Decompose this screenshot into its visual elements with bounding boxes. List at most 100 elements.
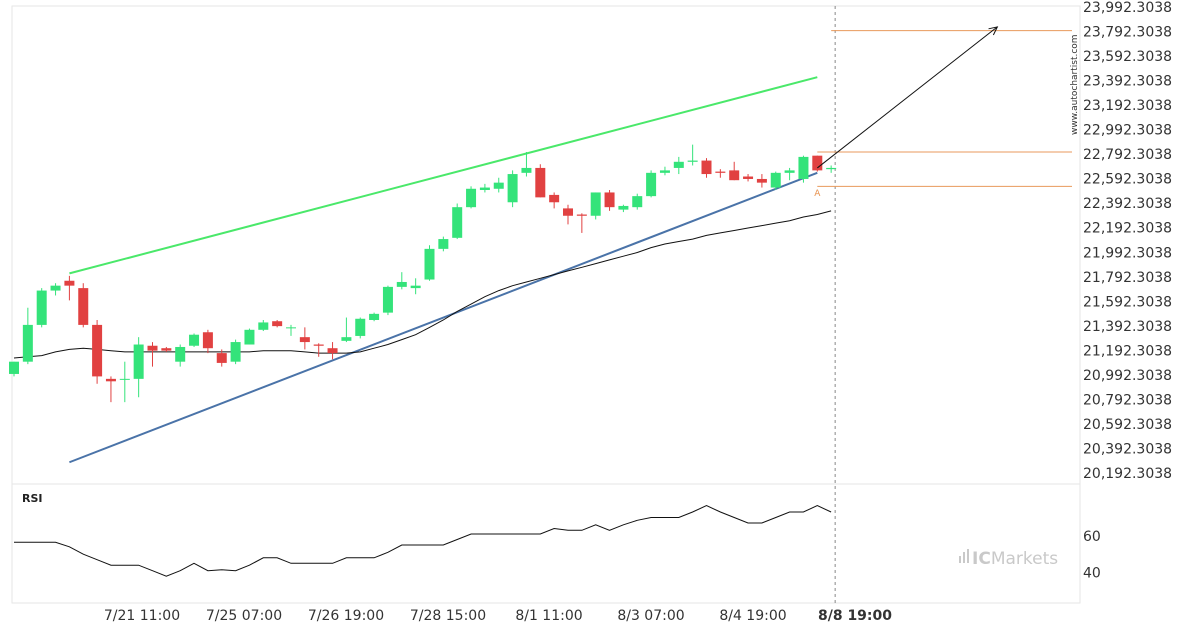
arrow-head-icon <box>988 26 999 36</box>
candle <box>673 156 684 175</box>
price-tick-label: 21,392.3038 <box>1083 319 1172 335</box>
time-tick-label: 7/28 15:00 <box>410 608 486 624</box>
candle <box>161 346 172 352</box>
plot-frame <box>11 5 1081 604</box>
candle <box>701 158 712 178</box>
price-tick-label: 20,592.3038 <box>1083 417 1172 433</box>
candle <box>230 339 241 365</box>
candle <box>535 164 546 198</box>
candle <box>715 169 726 178</box>
candle <box>299 327 310 350</box>
candle <box>202 329 213 354</box>
rsi-label: RSI <box>22 492 43 505</box>
candle <box>507 170 518 208</box>
rsi-line <box>14 505 832 577</box>
candle <box>590 192 601 220</box>
candle <box>729 161 740 181</box>
price-tick-label: 23,592.3038 <box>1083 49 1172 65</box>
logo-suffix: Markets <box>991 549 1058 569</box>
candle <box>341 317 352 343</box>
rsi-tick-label: 60 <box>1083 529 1101 545</box>
price-tick-label: 21,992.3038 <box>1083 245 1172 261</box>
candle <box>396 272 407 290</box>
candle <box>286 324 296 336</box>
lower-trendline <box>69 171 818 464</box>
price-tick-label: 20,392.3038 <box>1083 441 1172 457</box>
candle <box>743 174 754 182</box>
candle <box>92 319 103 384</box>
price-tick-label: 22,592.3038 <box>1083 172 1172 188</box>
time-tick-label: 8/3 07:00 <box>617 608 684 624</box>
rsi-tick-label: 40 <box>1083 566 1101 582</box>
broker-logo: ICMarkets <box>972 549 1058 569</box>
candle <box>576 213 587 233</box>
price-tick-label: 22,192.3038 <box>1083 221 1172 237</box>
candle <box>438 236 449 252</box>
candle <box>687 144 698 166</box>
price-tick-label: 21,792.3038 <box>1083 270 1172 286</box>
candle <box>493 177 504 193</box>
time-tick-label: 7/21 11:00 <box>104 608 180 624</box>
candle <box>646 170 657 198</box>
logo-icon <box>959 549 969 563</box>
price-tick-label: 21,192.3038 <box>1083 343 1172 359</box>
price-tick-label: 22,992.3038 <box>1083 123 1172 139</box>
candle <box>632 193 643 210</box>
candle <box>812 155 823 172</box>
pattern-marker: A <box>814 189 821 199</box>
candle <box>756 174 767 188</box>
price-tick-label: 23,992.3038 <box>1083 0 1172 16</box>
candle <box>22 307 33 365</box>
candle <box>604 190 615 211</box>
candle <box>466 186 477 209</box>
candle <box>327 342 338 360</box>
moving-average-line <box>13 210 832 359</box>
candle <box>410 278 421 295</box>
time-tick-label: 7/25 07:00 <box>206 608 282 624</box>
price-tick-label: 22,392.3038 <box>1083 196 1172 212</box>
candle <box>133 337 144 398</box>
candle <box>105 376 116 403</box>
candle <box>189 333 200 347</box>
candle <box>521 151 532 177</box>
projection-arrow <box>816 26 998 169</box>
candle <box>798 155 809 183</box>
candle <box>258 319 269 332</box>
candle <box>452 203 463 240</box>
candle <box>216 349 227 367</box>
candle <box>369 312 380 322</box>
candle <box>479 183 490 193</box>
candle <box>382 285 393 316</box>
candle <box>563 204 573 225</box>
candle <box>826 165 837 173</box>
candle <box>770 171 781 191</box>
candle <box>119 361 130 403</box>
time-tick-label: 8/8 19:00 <box>818 608 892 624</box>
time-tick-label: 8/1 11:00 <box>515 608 582 624</box>
price-tick-label: 23,192.3038 <box>1083 98 1172 114</box>
price-tick-label: 23,792.3038 <box>1083 25 1172 41</box>
candle <box>313 343 324 357</box>
watermark: www.autochartist.com <box>1070 34 1080 135</box>
candle <box>272 319 283 328</box>
candle <box>244 328 255 345</box>
candle <box>147 342 158 367</box>
candle <box>424 245 435 281</box>
candle <box>549 192 560 209</box>
candle <box>64 275 75 301</box>
upper-trendline <box>69 76 818 275</box>
candle <box>618 204 629 213</box>
time-tick-label: 8/4 19:00 <box>719 608 786 624</box>
price-tick-label: 21,592.3038 <box>1083 294 1172 310</box>
price-tick-label: 23,392.3038 <box>1083 74 1172 90</box>
candle <box>36 288 47 328</box>
price-tick-label: 20,992.3038 <box>1083 368 1172 384</box>
candle <box>78 283 89 328</box>
candle <box>659 166 670 176</box>
candle <box>50 283 61 296</box>
price-tick-label: 20,792.3038 <box>1083 392 1172 408</box>
candle <box>175 344 186 367</box>
logo-prefix: IC <box>972 549 991 569</box>
